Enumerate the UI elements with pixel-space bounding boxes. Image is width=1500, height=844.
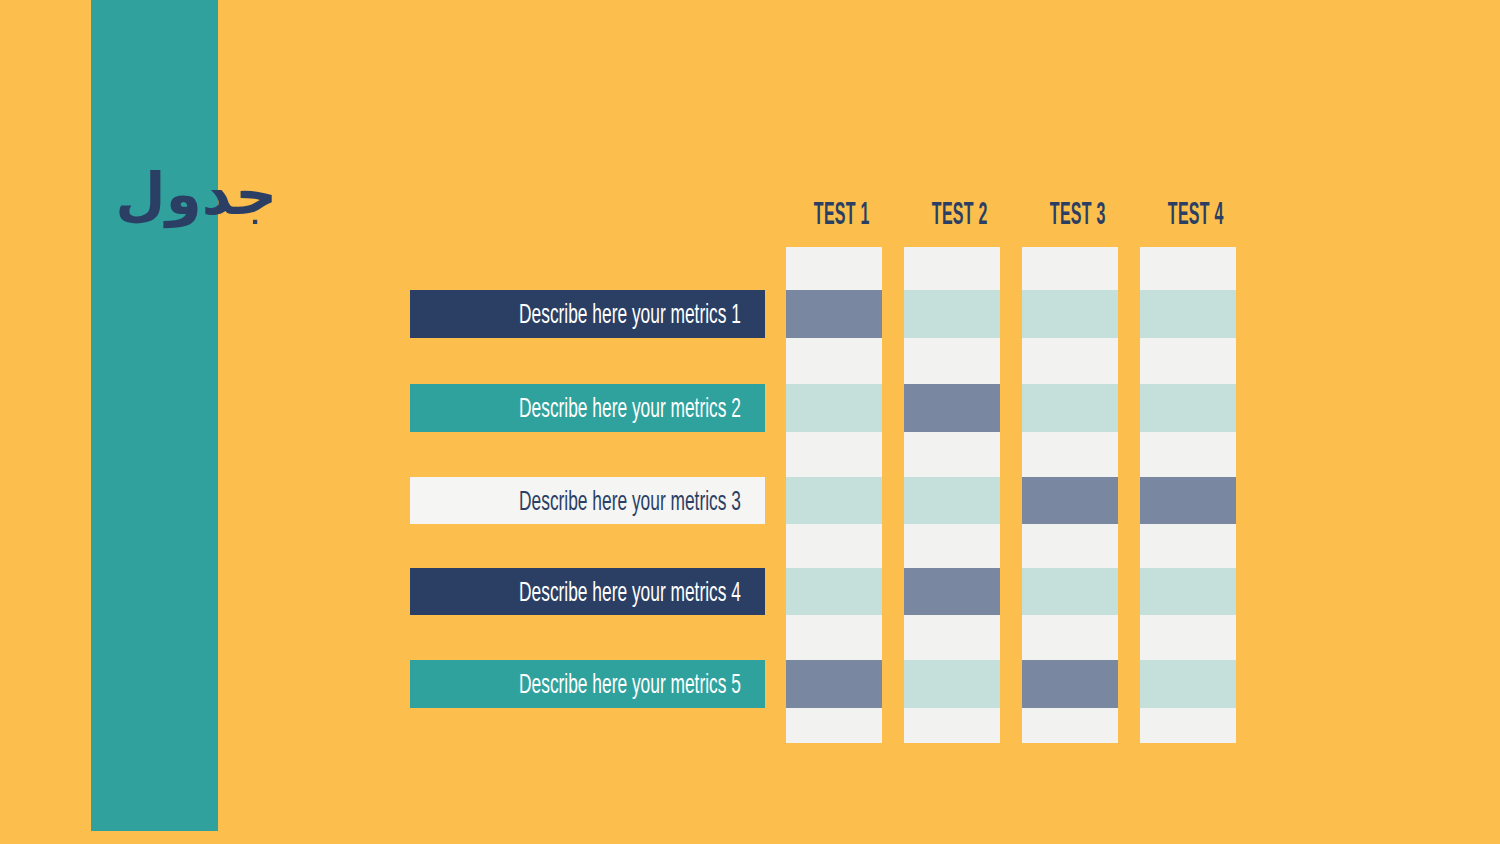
table-cell-row2-col2 xyxy=(904,384,1000,432)
row-label-metric-1: Describe here your metrics 1 xyxy=(410,290,765,338)
row-label-metric-5: Describe here your metrics 5 xyxy=(410,660,765,708)
table-cell-row1-col4 xyxy=(1140,290,1236,338)
table-cell-row4-col3 xyxy=(1022,568,1118,615)
table-column-test-1 xyxy=(786,247,882,743)
table-cell-row4-col2 xyxy=(904,568,1000,615)
slide-canvas: جدول TEST 1 TEST 2 TEST 3 TEST 4 Describe h… xyxy=(0,0,1500,844)
row-label-text: Describe here your metrics 1 xyxy=(519,298,741,330)
column-header-test-2: TEST 2 xyxy=(904,198,1000,228)
row-label-text: Describe here your metrics 5 xyxy=(519,668,741,700)
row-label-text: Describe here your metrics 4 xyxy=(519,576,741,608)
table-cell-row1-col2 xyxy=(904,290,1000,338)
table-cell-row5-col1 xyxy=(786,660,882,708)
table-cell-row1-col1 xyxy=(786,290,882,338)
column-header-label: TEST 1 xyxy=(814,198,870,228)
table-cell-row1-col3 xyxy=(1022,290,1118,338)
table-cell-row2-col3 xyxy=(1022,384,1118,432)
table-cell-row4-col1 xyxy=(786,568,882,615)
table-cell-row3-col3 xyxy=(1022,477,1118,524)
column-header-label: TEST 4 xyxy=(1168,198,1224,228)
row-label-metric-3: Describe here your metrics 3 xyxy=(410,477,765,524)
table-cell-row2-col4 xyxy=(1140,384,1236,432)
table-column-test-3 xyxy=(1022,247,1118,743)
table-cell-row5-col3 xyxy=(1022,660,1118,708)
table-cell-row5-col4 xyxy=(1140,660,1236,708)
table-cell-row5-col2 xyxy=(904,660,1000,708)
column-header-label: TEST 2 xyxy=(932,198,988,228)
column-header-label: TEST 3 xyxy=(1050,198,1106,228)
table-cell-row2-col1 xyxy=(786,384,882,432)
table-cell-row3-col2 xyxy=(904,477,1000,524)
column-header-test-1: TEST 1 xyxy=(786,198,882,228)
table-column-test-4 xyxy=(1140,247,1236,743)
column-header-test-4: TEST 4 xyxy=(1140,198,1236,228)
table-cell-row3-col4 xyxy=(1140,477,1236,524)
column-header-test-3: TEST 3 xyxy=(1022,198,1118,228)
row-label-metric-4: Describe here your metrics 4 xyxy=(410,568,765,615)
table-cell-row4-col4 xyxy=(1140,568,1236,615)
accent-stripe xyxy=(91,0,218,831)
table-cell-row3-col1 xyxy=(786,477,882,524)
row-label-text: Describe here your metrics 3 xyxy=(519,485,741,517)
table-column-test-2 xyxy=(904,247,1000,743)
slide-title: جدول xyxy=(77,163,277,227)
row-label-metric-2: Describe here your metrics 2 xyxy=(410,384,765,432)
row-label-text: Describe here your metrics 2 xyxy=(519,392,741,424)
